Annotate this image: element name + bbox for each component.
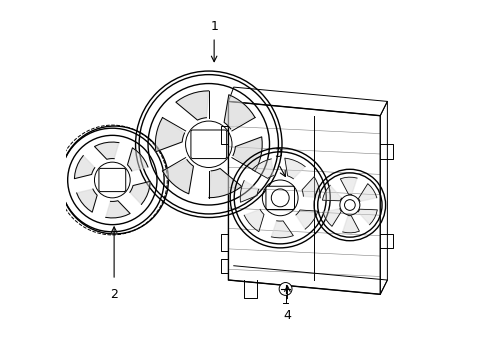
Polygon shape bbox=[342, 216, 359, 233]
Polygon shape bbox=[130, 181, 150, 204]
Polygon shape bbox=[357, 209, 377, 225]
Polygon shape bbox=[284, 158, 305, 179]
Text: 4: 4 bbox=[283, 309, 291, 322]
Polygon shape bbox=[127, 148, 148, 171]
Polygon shape bbox=[240, 180, 258, 202]
Polygon shape bbox=[94, 142, 119, 159]
Polygon shape bbox=[251, 159, 273, 178]
FancyBboxPatch shape bbox=[265, 186, 294, 210]
Polygon shape bbox=[155, 118, 184, 152]
Polygon shape bbox=[162, 159, 193, 194]
Circle shape bbox=[279, 283, 291, 296]
FancyBboxPatch shape bbox=[190, 130, 226, 158]
FancyBboxPatch shape bbox=[99, 168, 125, 192]
Polygon shape bbox=[105, 201, 130, 218]
Polygon shape bbox=[302, 177, 320, 198]
Polygon shape bbox=[208, 168, 241, 198]
Text: 3: 3 bbox=[274, 147, 282, 160]
Polygon shape bbox=[244, 210, 264, 232]
Polygon shape bbox=[322, 209, 341, 226]
Polygon shape bbox=[322, 185, 341, 201]
Polygon shape bbox=[77, 189, 97, 212]
Text: 2: 2 bbox=[110, 288, 118, 301]
Polygon shape bbox=[176, 91, 208, 120]
Polygon shape bbox=[295, 210, 317, 229]
Polygon shape bbox=[358, 184, 376, 201]
Polygon shape bbox=[271, 221, 293, 238]
Text: 1: 1 bbox=[210, 20, 218, 33]
Polygon shape bbox=[74, 156, 95, 179]
Polygon shape bbox=[340, 177, 356, 194]
Polygon shape bbox=[232, 137, 262, 171]
Polygon shape bbox=[224, 95, 255, 129]
